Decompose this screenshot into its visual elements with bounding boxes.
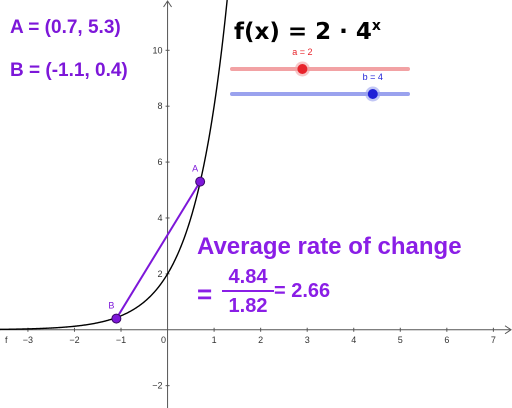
y-tick-label: 8 bbox=[158, 101, 163, 111]
rate-result: = 2.66 bbox=[274, 280, 331, 302]
x-tick-label: 4 bbox=[351, 335, 356, 345]
x-tick-label: −3 bbox=[23, 335, 33, 345]
slider-b-label: b = 4 bbox=[363, 72, 383, 82]
average-rate-title: Average rate of change bbox=[197, 233, 462, 260]
points[interactable]: AB bbox=[108, 164, 206, 324]
point-label-b: B bbox=[108, 301, 114, 311]
point-b-coordinates: B = (-1.1, 0.4) bbox=[10, 60, 128, 81]
secant-line[interactable] bbox=[115, 181, 201, 320]
y-tick-label: 6 bbox=[158, 157, 163, 167]
x-tick-label: 3 bbox=[305, 335, 310, 345]
x-tick-label: −2 bbox=[69, 335, 79, 345]
point-a-coordinates: A = (0.7, 5.3) bbox=[10, 17, 121, 38]
y-tick-label: 10 bbox=[153, 45, 163, 55]
tick-labels: −3 −2 −1 0 1 2 3 4 5 6 7 −2 2 4 6 8 10 f bbox=[5, 45, 496, 390]
x-tick-label: 7 bbox=[491, 335, 496, 345]
slider-a-label: a = 2 bbox=[292, 47, 312, 57]
y-axis-arrow bbox=[163, 0, 172, 8]
function-title: f(x) = 2 · 4x bbox=[234, 18, 381, 45]
y-tick-label: 2 bbox=[158, 269, 163, 279]
fraction-denominator: 1.82 bbox=[228, 295, 268, 317]
function-title-exponent: x bbox=[371, 18, 381, 34]
x-tick-label: 0 bbox=[161, 335, 166, 345]
x-tick-label: 2 bbox=[258, 335, 263, 345]
x-tick-label: 5 bbox=[398, 335, 403, 345]
rate-fraction: 4.84 1.82 bbox=[222, 266, 274, 317]
fraction-numerator: 4.84 bbox=[228, 266, 268, 288]
y-tick-label: −2 bbox=[152, 381, 162, 391]
fraction-bar bbox=[222, 290, 274, 292]
x-axis-arrow bbox=[504, 325, 512, 335]
x-tick-label: 1 bbox=[212, 335, 217, 345]
point-b[interactable] bbox=[111, 313, 122, 324]
slider-b-handle[interactable] bbox=[367, 89, 378, 99]
x-tick-label: 6 bbox=[444, 335, 449, 345]
function-title-text: f(x) = 2 · 4 bbox=[234, 19, 372, 45]
point-a[interactable] bbox=[195, 176, 206, 187]
sliders[interactable]: a = 2 b = 4 bbox=[230, 47, 410, 102]
point-label-a: A bbox=[192, 164, 198, 174]
x-tick-label: −1 bbox=[116, 335, 126, 345]
slider-a-handle[interactable] bbox=[297, 64, 308, 74]
y-tick-label: 4 bbox=[158, 213, 163, 223]
equals-sign: = bbox=[197, 279, 213, 309]
x-axis-name: f bbox=[5, 335, 8, 345]
